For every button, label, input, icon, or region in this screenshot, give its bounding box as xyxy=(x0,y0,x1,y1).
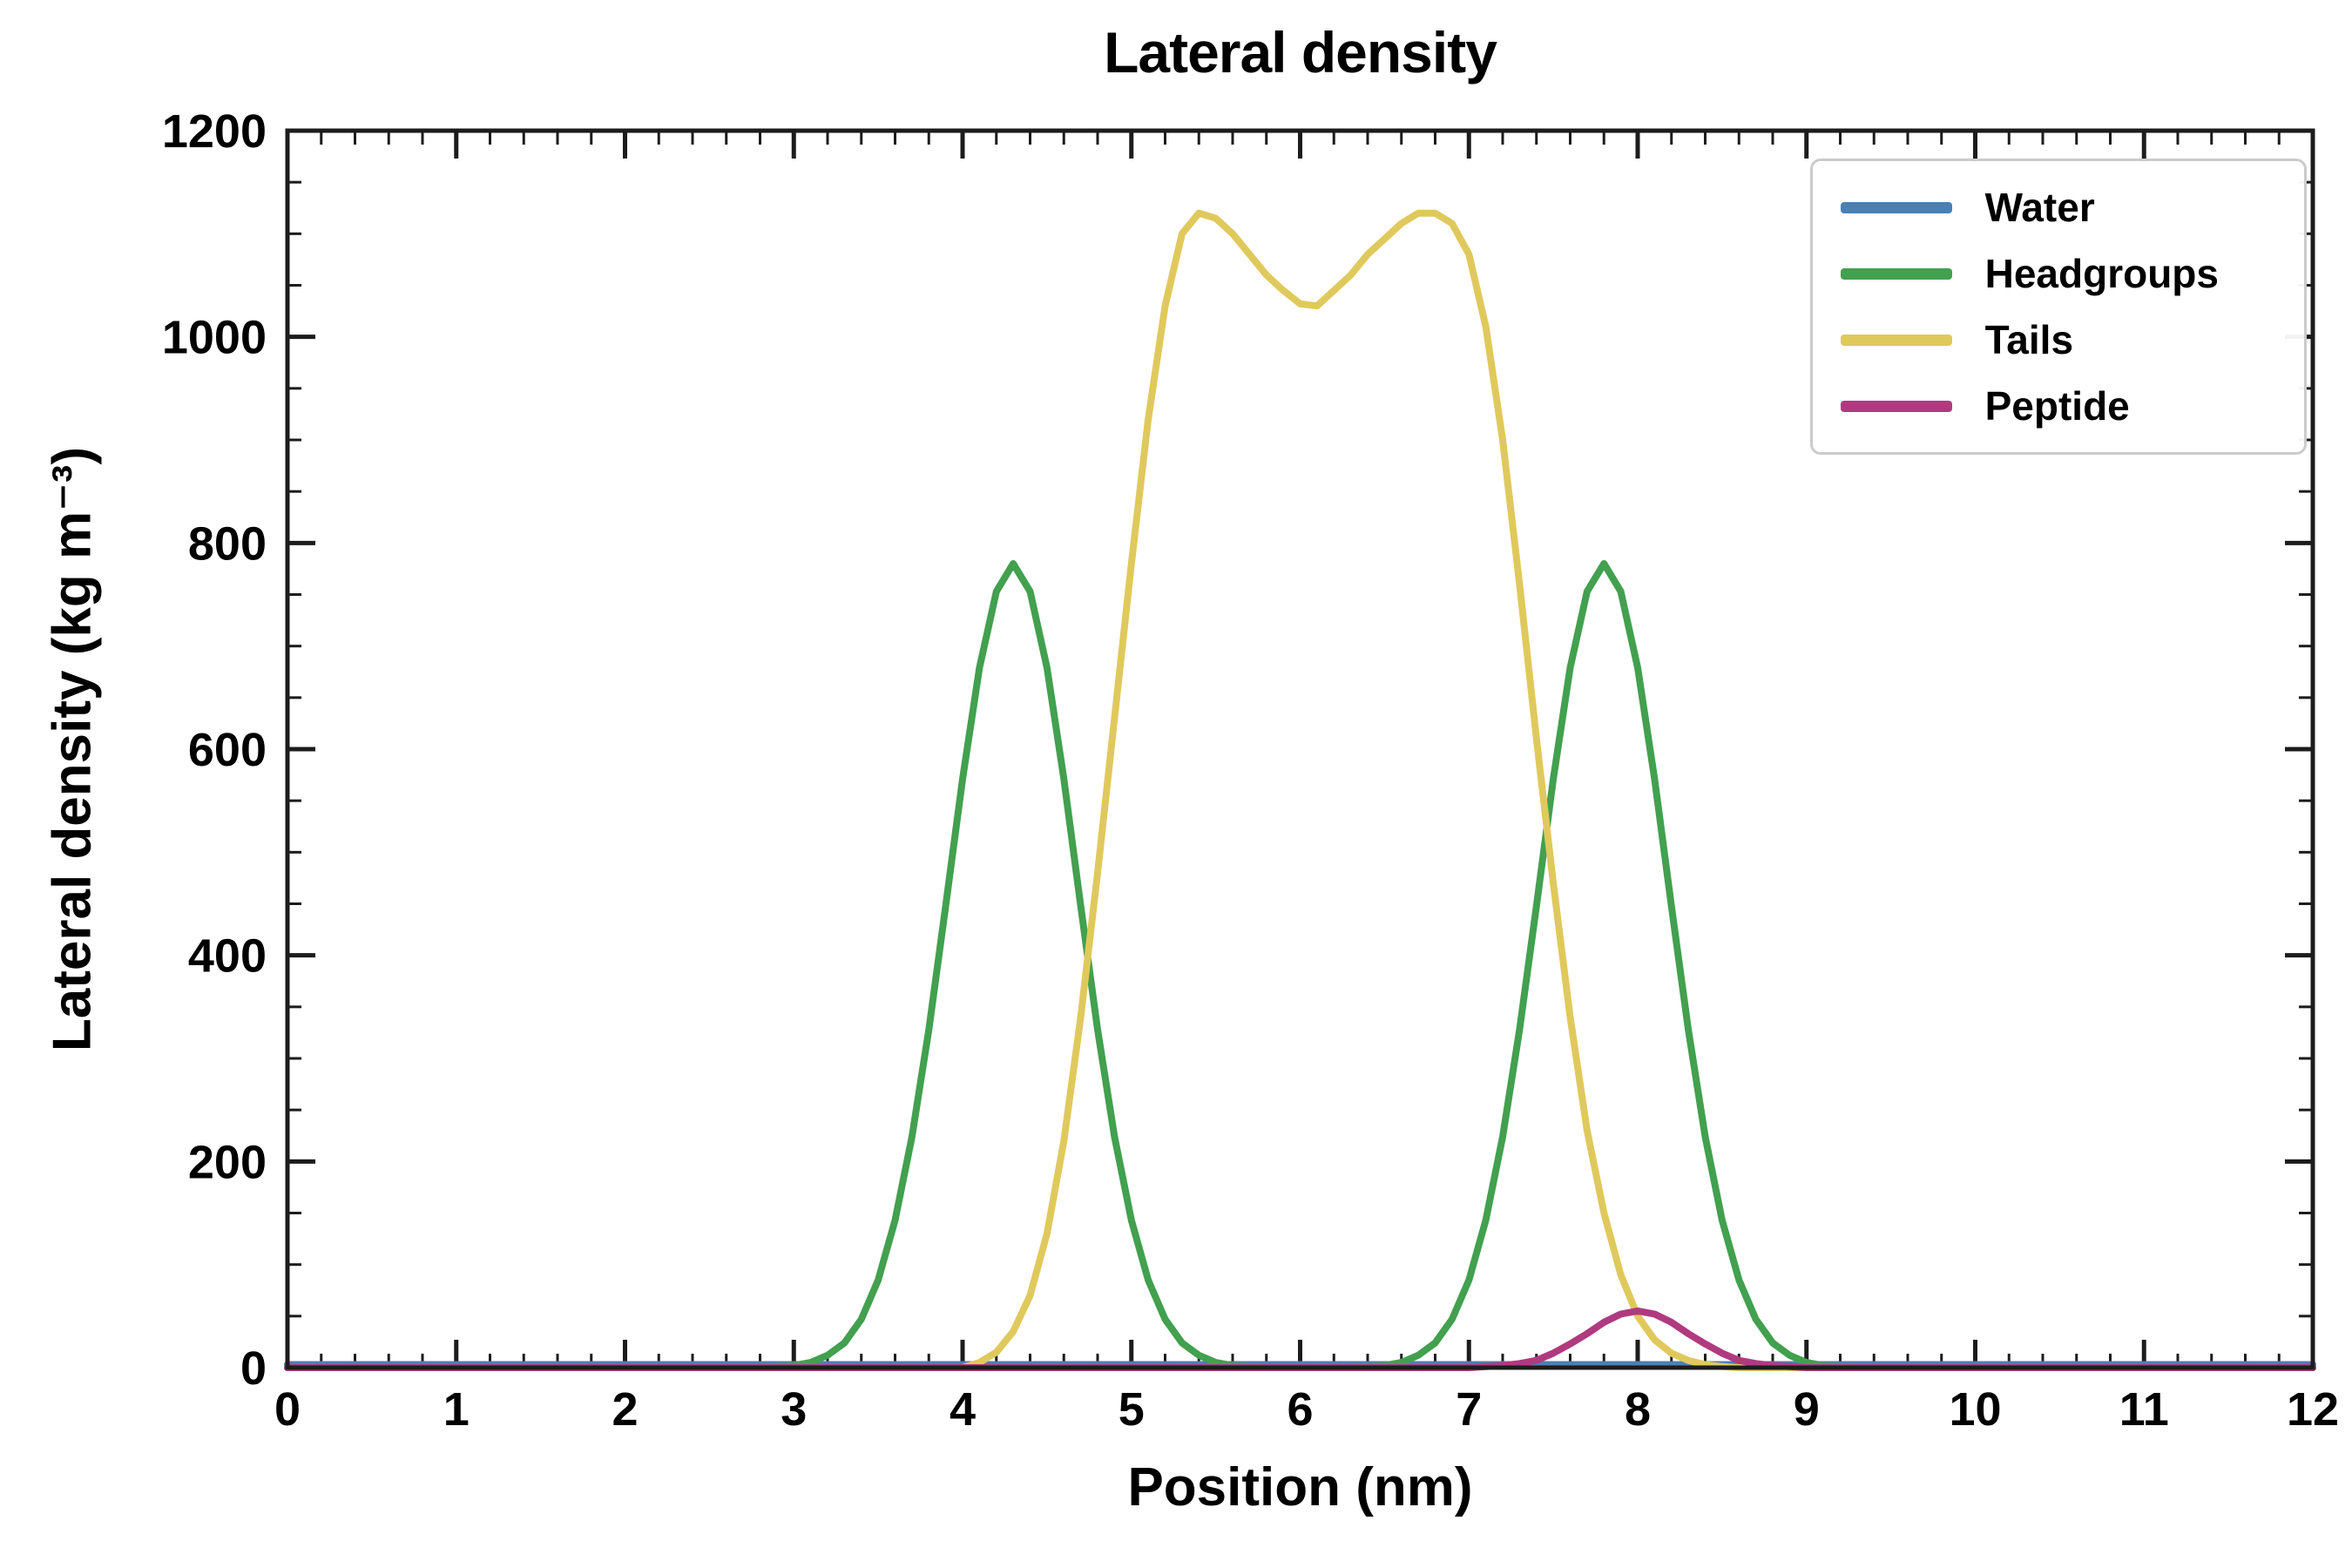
x-tick-label: 3 xyxy=(781,1383,807,1436)
x-tick-label: 7 xyxy=(1456,1383,1482,1436)
legend-label: Tails xyxy=(1984,317,2074,362)
x-tick-label: 4 xyxy=(950,1383,976,1436)
legend-swatch-headgroups xyxy=(1840,267,1952,280)
legend: Water Headgroups Tails Peptide xyxy=(1809,159,2307,455)
y-tick-label: 1200 xyxy=(162,105,267,158)
legend-item-tails: Tails xyxy=(1840,317,2271,362)
legend-swatch-tails xyxy=(1840,334,1952,346)
y-tick-label: 1000 xyxy=(162,312,267,364)
legend-label: Headgroups xyxy=(1984,251,2219,296)
y-tick-label: 200 xyxy=(188,1136,267,1188)
x-axis-label: Position (nm) xyxy=(1127,1457,1473,1517)
legend-swatch-peptide xyxy=(1840,400,1952,412)
legend-swatch-water xyxy=(1840,201,1952,213)
series-line-tails xyxy=(284,209,2316,1371)
series-line-headgroups xyxy=(284,560,2316,1371)
series-line-peptide xyxy=(284,1307,2316,1371)
x-tick-label: 8 xyxy=(1625,1383,1651,1436)
chart-title: Lateral density xyxy=(1104,20,1497,84)
x-tick-label: 5 xyxy=(1119,1383,1145,1436)
legend-label: Peptide xyxy=(1984,383,2130,429)
legend-label: Water xyxy=(1984,185,2095,230)
legend-item-headgroups: Headgroups xyxy=(1840,251,2271,296)
y-axis-label: Lateral density (kg m⁻³) xyxy=(42,446,103,1052)
x-tick-label: 2 xyxy=(612,1383,638,1436)
x-tick-label: 0 xyxy=(274,1383,301,1436)
x-tick-label: 1 xyxy=(443,1383,470,1436)
legend-item-water: Water xyxy=(1840,185,2271,230)
y-tick-label: 0 xyxy=(240,1342,267,1395)
x-tick-label: 9 xyxy=(1794,1383,1820,1436)
legend-item-peptide: Peptide xyxy=(1840,383,2271,429)
y-tick-label: 800 xyxy=(188,517,267,570)
x-tick-label: 11 xyxy=(2119,1383,2169,1436)
y-tick-label: 400 xyxy=(188,930,267,983)
y-tick-label: 600 xyxy=(188,724,267,776)
x-tick-label: 10 xyxy=(1949,1383,2001,1436)
x-tick-label: 6 xyxy=(1287,1383,1313,1436)
x-tick-label: 12 xyxy=(2287,1383,2339,1436)
plot-frame xyxy=(285,128,2315,1370)
